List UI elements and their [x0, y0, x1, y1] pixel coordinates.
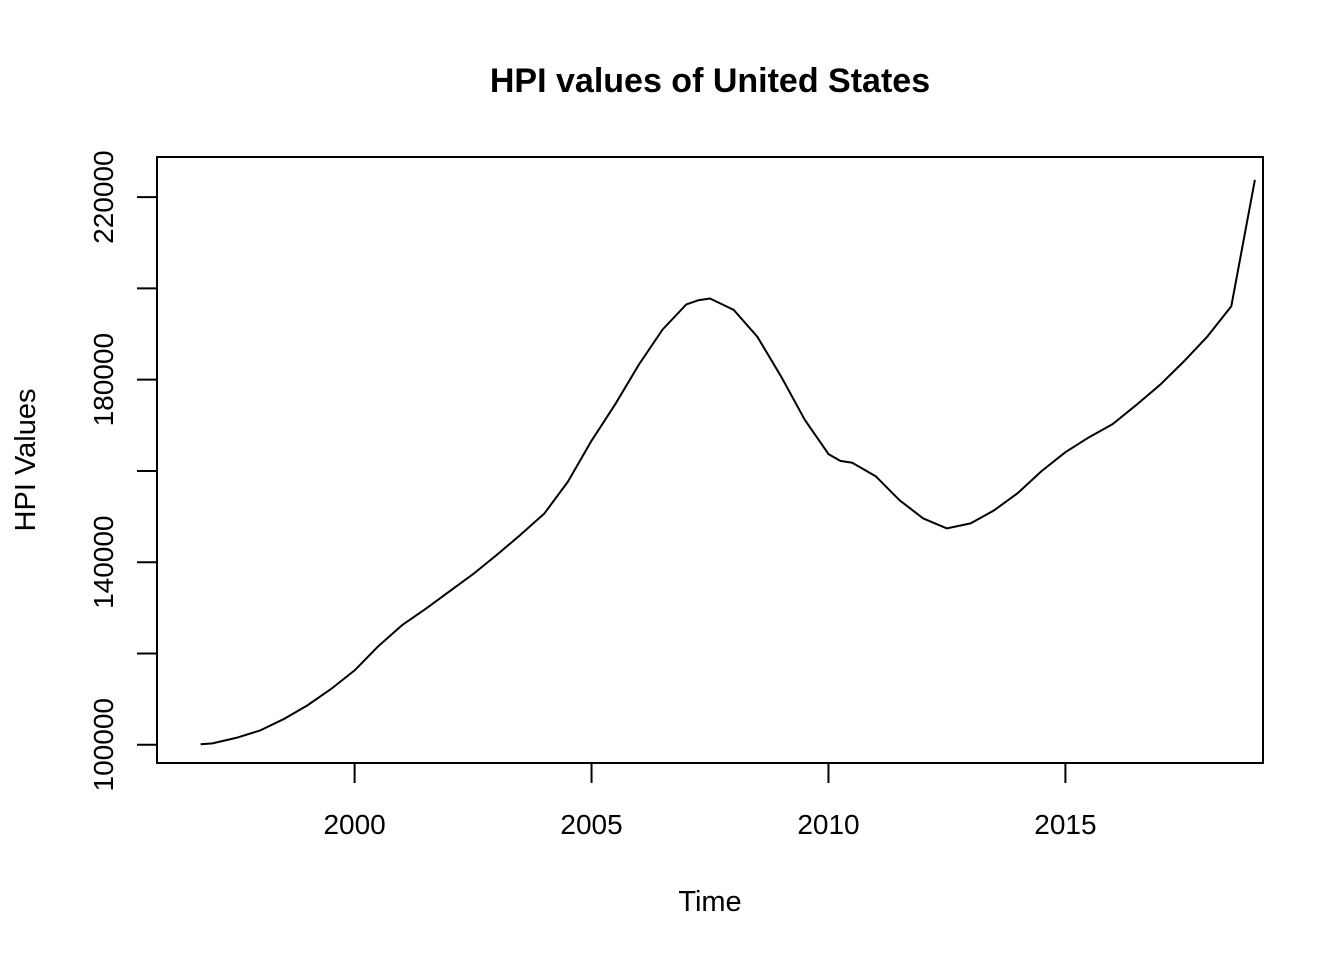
series-group [200, 179, 1256, 746]
y-tick-label: 220000 [88, 150, 119, 243]
y-axis-label: HPI Values [10, 389, 42, 532]
x-axis-label: Time [678, 886, 741, 918]
series-line-0 [200, 179, 1256, 746]
y-axis: 100000 140000 180000 220000 [88, 150, 158, 791]
x-tick-label: 2010 [797, 809, 859, 840]
y-tick-label: 180000 [88, 333, 119, 426]
chart-title: HPI values of United States [490, 62, 930, 100]
x-axis: 2000 2005 2010 2015 [323, 762, 1097, 840]
plot-frame [156, 156, 1264, 764]
y-tick-label: 100000 [88, 698, 119, 791]
x-tick-label: 2000 [323, 809, 385, 840]
x-tick-label: 2005 [560, 809, 622, 840]
y-tick-label: 140000 [88, 515, 119, 608]
x-tick-label: 2015 [1034, 809, 1096, 840]
